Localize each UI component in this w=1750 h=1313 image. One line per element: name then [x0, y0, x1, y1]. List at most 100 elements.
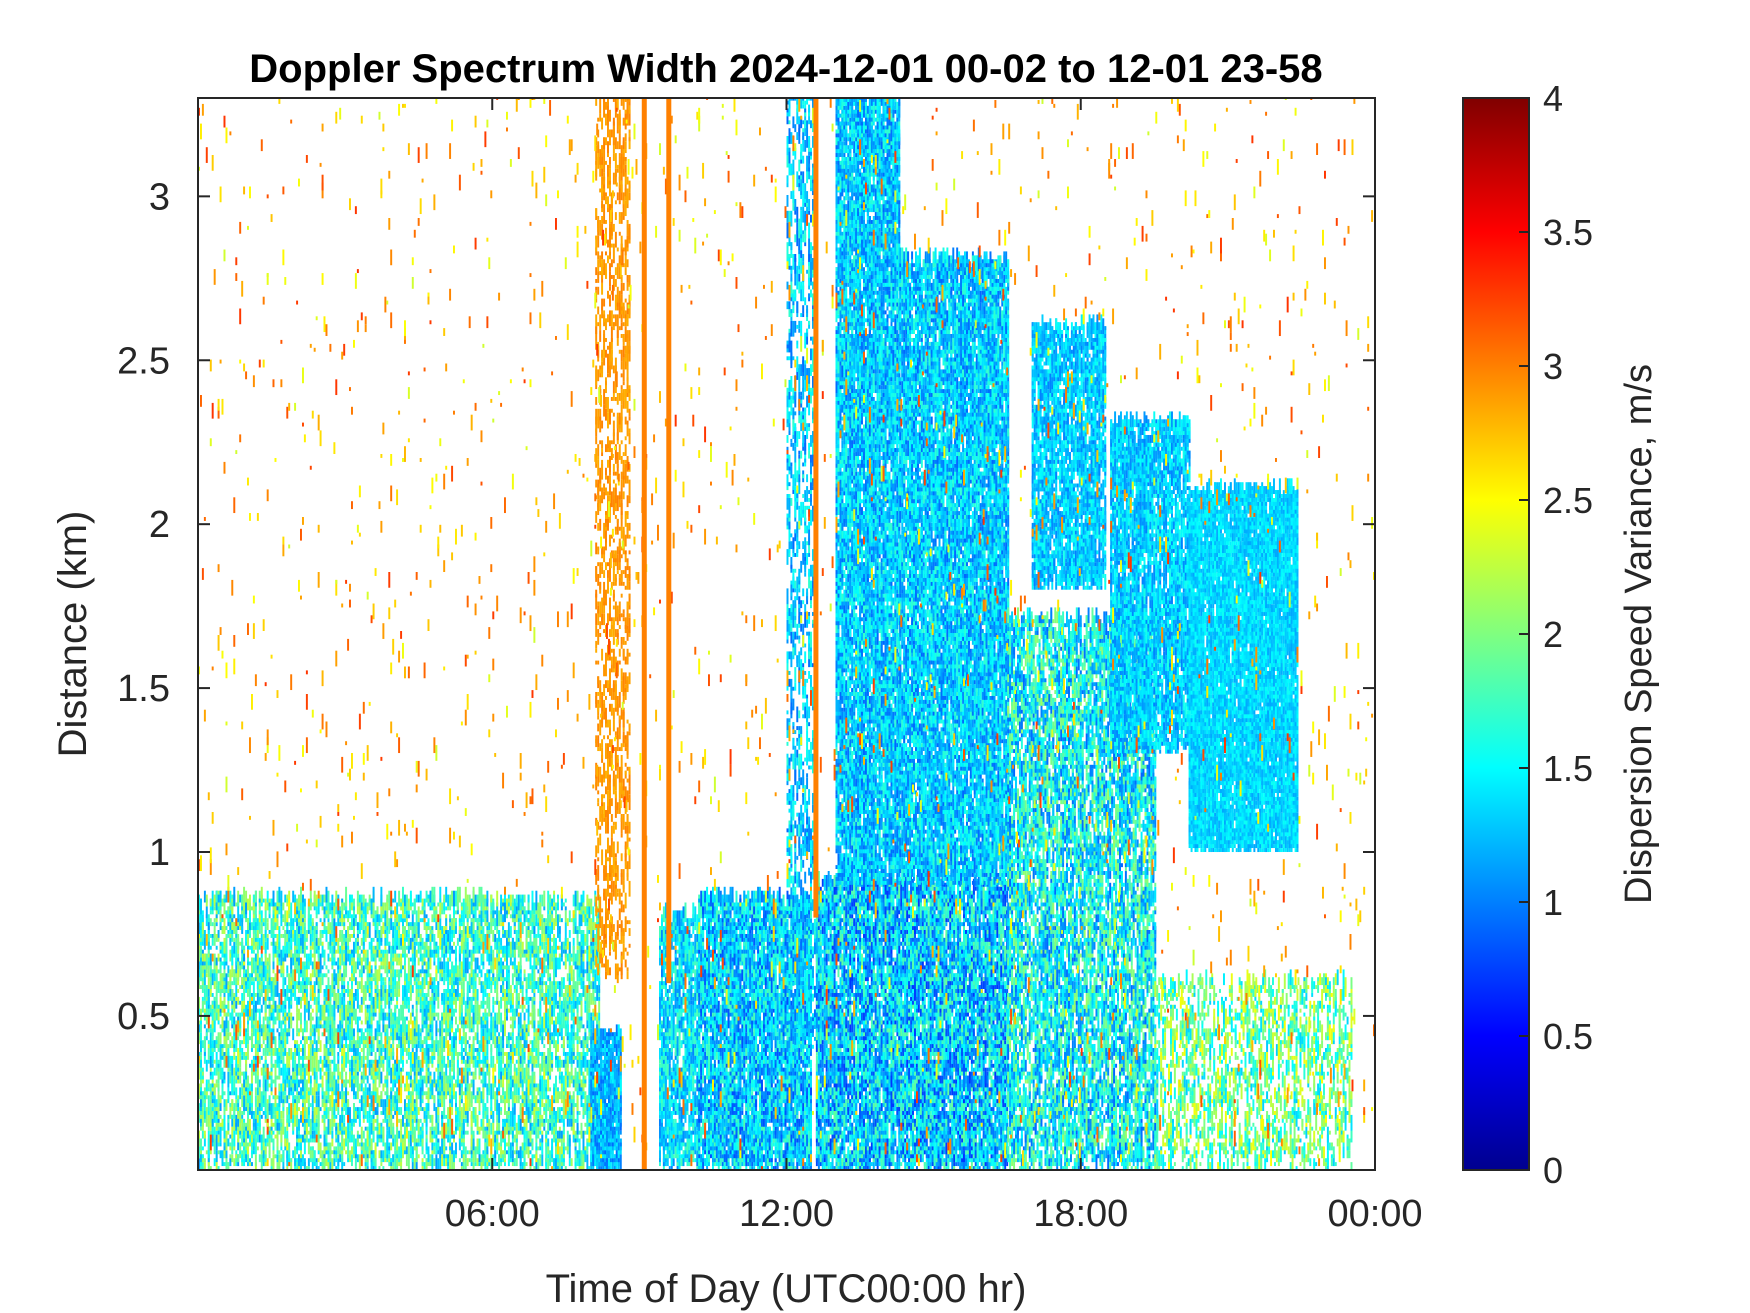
heatmap-cell	[261, 1091, 263, 1107]
heatmap-cell	[229, 1032, 231, 1036]
heatmap-cell	[353, 926, 355, 934]
heatmap-cell	[220, 1115, 222, 1119]
heatmap-cell	[314, 1095, 316, 1103]
heatmap-cell	[200, 1111, 202, 1115]
heatmap-cell	[220, 973, 222, 989]
heatmap-cell	[233, 1017, 235, 1025]
heatmap-cell	[398, 1044, 400, 1048]
heatmap-cell	[224, 1040, 226, 1044]
heatmap-cell	[328, 1115, 330, 1119]
heatmap-cell	[341, 1111, 343, 1115]
heatmap-cell	[373, 946, 375, 954]
heatmap-cell	[273, 1048, 275, 1056]
heatmap-cell	[418, 895, 420, 903]
heatmap-cell	[398, 922, 400, 926]
heatmap-cell	[216, 1040, 218, 1044]
heatmap-cell	[243, 1119, 245, 1123]
heatmap-cell	[239, 1040, 241, 1044]
heatmap-cell	[398, 1060, 400, 1076]
heatmap-cell	[300, 1139, 302, 1143]
heatmap-cell	[345, 1080, 347, 1088]
heatmap-cell	[202, 1146, 204, 1150]
heatmap-cell	[329, 1068, 331, 1084]
heatmap-cell	[363, 930, 365, 934]
heatmap-cell	[288, 1028, 290, 1032]
heatmap-cell	[416, 942, 418, 946]
heatmap-cell	[206, 1111, 208, 1127]
heatmap-cell	[308, 1001, 310, 1013]
heatmap-cell	[314, 981, 316, 993]
heatmap-cell	[247, 1009, 249, 1017]
heatmap-cell	[310, 1056, 312, 1060]
heatmap-cell	[339, 1032, 341, 1048]
heatmap-cell	[294, 930, 296, 946]
heatmap-cell	[324, 906, 326, 914]
heatmap-cell	[377, 1048, 379, 1052]
heatmap-cell	[245, 1005, 247, 1017]
heatmap-cell	[408, 1040, 410, 1048]
heatmap-cell	[345, 989, 347, 993]
heatmap-cell	[318, 899, 320, 915]
heatmap-cell	[261, 887, 263, 903]
heatmap-cell	[273, 1103, 275, 1115]
heatmap-cell	[298, 954, 300, 958]
heatmap-cell	[222, 962, 224, 966]
heatmap-cell	[326, 906, 328, 910]
heatmap-cell	[273, 1115, 275, 1119]
heatmap-cell	[304, 1064, 306, 1068]
heatmap-cell	[339, 906, 341, 910]
heatmap-cell	[261, 1056, 263, 1060]
heatmap-cell	[304, 922, 306, 926]
heatmap-cell	[355, 1064, 357, 1080]
heatmap-cell	[328, 1143, 330, 1151]
heatmap-cell	[294, 1072, 296, 1080]
heatmap-cell	[265, 1146, 267, 1154]
heatmap-cell	[388, 981, 390, 985]
heatmap-cell	[406, 899, 408, 903]
heatmap-cell	[365, 962, 367, 970]
heatmap-cell	[275, 1111, 277, 1115]
heatmap-cell	[365, 1115, 367, 1119]
heatmap-cell	[269, 1095, 271, 1103]
heatmap-cell	[235, 977, 237, 985]
heatmap-cell	[259, 977, 261, 981]
heatmap-cell	[200, 1080, 202, 1088]
heatmap-cell	[280, 891, 282, 907]
heatmap-cell	[253, 1115, 255, 1119]
heatmap-cell	[224, 1091, 226, 1095]
heatmap-cell	[255, 938, 257, 942]
heatmap-cell	[273, 1139, 275, 1147]
heatmap-cell	[343, 1001, 345, 1005]
heatmap-cell	[224, 1080, 226, 1084]
heatmap-cell	[296, 1158, 298, 1162]
heatmap-cell	[347, 1044, 349, 1060]
heatmap-cell	[341, 1146, 343, 1150]
heatmap-cell	[359, 1135, 361, 1139]
heatmap-cell	[265, 930, 267, 938]
heatmap-cell	[361, 1095, 363, 1111]
heatmap-cell	[253, 981, 255, 989]
heatmap-cell	[328, 1111, 330, 1115]
heatmap-cell	[380, 977, 382, 981]
heatmap-cell	[375, 910, 377, 914]
heatmap-cell	[227, 1139, 229, 1147]
heatmap-cell	[349, 1024, 351, 1032]
heatmap-cell	[271, 1103, 273, 1119]
heatmap-cell	[359, 1119, 361, 1123]
heatmap-cell	[212, 1072, 214, 1080]
heatmap-cell	[410, 1052, 412, 1068]
heatmap-cell	[347, 985, 349, 989]
heatmap-cell	[369, 1044, 371, 1048]
heatmap-cell	[414, 1028, 416, 1036]
heatmap-cell	[280, 1111, 282, 1119]
heatmap-cell	[292, 891, 294, 903]
heatmap-cell	[341, 914, 343, 922]
heatmap-cell	[306, 946, 308, 950]
heatmap-cell	[404, 895, 406, 907]
heatmap-cell	[243, 1005, 245, 1009]
heatmap-cell	[290, 969, 292, 973]
heatmap-cell	[384, 1080, 386, 1084]
heatmap-cell	[224, 989, 226, 993]
heatmap-cell	[349, 977, 351, 981]
heatmap-cell	[280, 1154, 282, 1158]
